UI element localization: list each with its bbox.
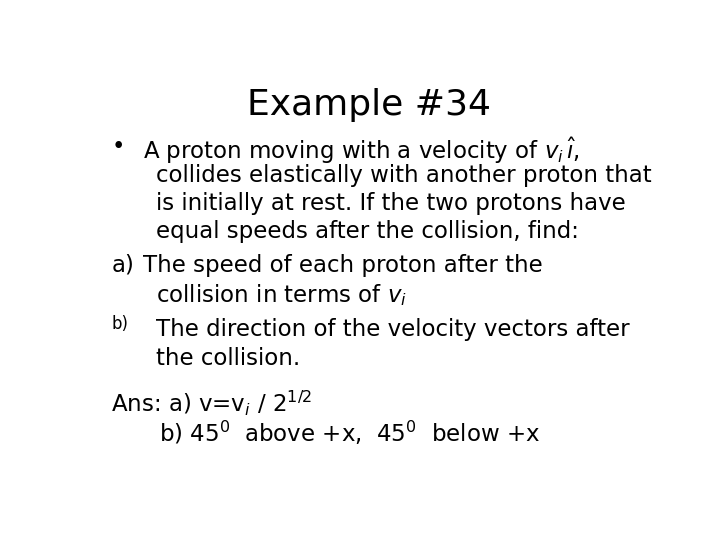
Text: collision in terms of $v_i$: collision in terms of $v_i$ [156,282,407,308]
Text: a): a) [111,254,134,277]
Text: the collision.: the collision. [156,347,300,370]
Text: Example #34: Example #34 [247,87,491,122]
Text: b): b) [111,315,128,333]
Text: b) 45$^0$  above +x,  45$^0$  below +x: b) 45$^0$ above +x, 45$^0$ below +x [158,419,539,447]
Text: collides elastically with another proton that: collides elastically with another proton… [156,164,652,187]
Text: The direction of the velocity vectors after: The direction of the velocity vectors af… [156,319,629,341]
Text: •: • [111,136,125,158]
Text: equal speeds after the collision, find:: equal speeds after the collision, find: [156,220,579,244]
Text: Ans: a) v=v$_i$ / 2$^{1/2}$: Ans: a) v=v$_i$ / 2$^{1/2}$ [111,389,312,418]
Text: is initially at rest. If the two protons have: is initially at rest. If the two protons… [156,192,626,215]
Text: A proton moving with a velocity of $v_i\,\hat{\imath}$,: A proton moving with a velocity of $v_i\… [143,136,580,166]
Text: The speed of each proton after the: The speed of each proton after the [143,254,543,277]
